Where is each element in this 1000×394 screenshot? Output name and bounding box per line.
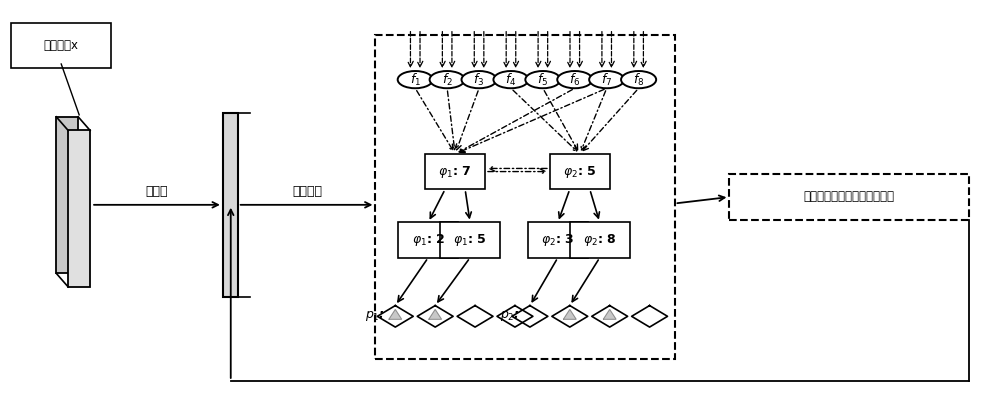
Polygon shape bbox=[457, 306, 493, 327]
Polygon shape bbox=[429, 310, 441, 319]
Text: $f_5$: $f_5$ bbox=[537, 72, 548, 88]
Polygon shape bbox=[512, 306, 548, 327]
Text: $f_8$: $f_8$ bbox=[633, 72, 644, 88]
Polygon shape bbox=[632, 306, 668, 327]
Text: $f_1$: $f_1$ bbox=[410, 72, 421, 88]
Ellipse shape bbox=[493, 71, 529, 88]
Text: $f_4$: $f_4$ bbox=[505, 72, 517, 88]
Text: 输入图像x: 输入图像x bbox=[44, 39, 79, 52]
Ellipse shape bbox=[557, 71, 592, 88]
FancyBboxPatch shape bbox=[729, 173, 969, 221]
FancyBboxPatch shape bbox=[570, 223, 630, 258]
FancyBboxPatch shape bbox=[223, 113, 238, 297]
Text: $\varphi_2$: 5: $\varphi_2$: 5 bbox=[563, 164, 596, 180]
Polygon shape bbox=[497, 306, 533, 327]
Text: $\varphi_1$: 5: $\varphi_1$: 5 bbox=[453, 232, 487, 248]
Ellipse shape bbox=[430, 71, 465, 88]
FancyBboxPatch shape bbox=[56, 117, 78, 273]
Polygon shape bbox=[564, 310, 576, 319]
FancyBboxPatch shape bbox=[550, 154, 610, 189]
FancyBboxPatch shape bbox=[398, 223, 458, 258]
Text: $f_7$: $f_7$ bbox=[601, 72, 612, 88]
Polygon shape bbox=[377, 306, 413, 327]
Ellipse shape bbox=[398, 71, 433, 88]
Text: 全连接层: 全连接层 bbox=[293, 185, 323, 198]
Text: 基于噪声剥除的自步学习框架: 基于噪声剥除的自步学习框架 bbox=[804, 191, 895, 203]
FancyBboxPatch shape bbox=[528, 223, 588, 258]
Polygon shape bbox=[592, 306, 628, 327]
Ellipse shape bbox=[462, 71, 497, 88]
Polygon shape bbox=[389, 310, 402, 319]
FancyBboxPatch shape bbox=[425, 154, 485, 189]
Polygon shape bbox=[417, 306, 453, 327]
FancyBboxPatch shape bbox=[68, 130, 90, 287]
Ellipse shape bbox=[525, 71, 560, 88]
Text: $\varphi_1$: 7: $\varphi_1$: 7 bbox=[438, 164, 472, 180]
Text: $\varphi_1$: 2: $\varphi_1$: 2 bbox=[412, 232, 445, 248]
Text: $f_3$: $f_3$ bbox=[473, 72, 485, 88]
Text: $f_6$: $f_6$ bbox=[569, 72, 580, 88]
Polygon shape bbox=[552, 306, 588, 327]
Text: $f_2$: $f_2$ bbox=[442, 72, 453, 88]
Text: $\varphi_2$: 3: $\varphi_2$: 3 bbox=[541, 232, 574, 248]
FancyBboxPatch shape bbox=[11, 23, 111, 68]
Text: 卷积层: 卷积层 bbox=[146, 185, 168, 198]
Text: $\varphi_2$: 8: $\varphi_2$: 8 bbox=[583, 232, 616, 248]
Text: $p_2$:: $p_2$: bbox=[500, 309, 520, 323]
Polygon shape bbox=[603, 310, 616, 319]
Ellipse shape bbox=[589, 71, 624, 88]
Text: $p_1$:: $p_1$: bbox=[365, 309, 385, 323]
FancyBboxPatch shape bbox=[440, 223, 500, 258]
Ellipse shape bbox=[621, 71, 656, 88]
